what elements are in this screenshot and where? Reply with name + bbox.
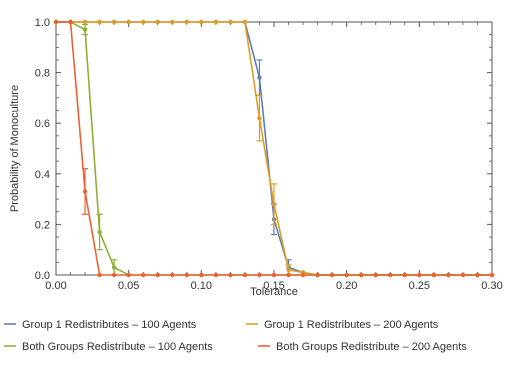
series-2 <box>53 19 495 278</box>
y-axis-ticks: 0.0 0.2 0.4 0.6 0.8 1.0 <box>35 17 492 282</box>
data-point <box>373 272 378 278</box>
legend-item: Group 1 Redistributes – 200 Agents <box>246 319 439 331</box>
data-point <box>300 272 306 278</box>
x-tick-label: 0.30 <box>481 280 502 292</box>
data-point <box>111 272 117 278</box>
x-tick-label: 0.10 <box>191 280 212 292</box>
data-point <box>242 19 248 25</box>
data-point <box>344 272 349 278</box>
data-point <box>489 272 495 278</box>
data-point <box>271 201 277 207</box>
y-tick-label: 0.2 <box>35 219 50 231</box>
plot-frame <box>55 21 493 276</box>
plot-area: 0.00 0.05 0.10 0.15 0.20 0.25 0.30 0.00.20.40.… <box>35 17 503 292</box>
data-point <box>431 272 437 278</box>
legend-item: Group 1 Redistributes – 100 Agents <box>4 319 197 331</box>
series-line <box>56 21 492 276</box>
data-point <box>126 272 131 278</box>
y-tick-label: 0.6 <box>35 118 50 130</box>
data-point <box>329 272 335 278</box>
data-point <box>446 272 451 278</box>
data-point <box>388 272 393 278</box>
data-point <box>170 272 175 278</box>
legend-label: Both Groups Redistribute – 200 Agents <box>276 341 467 353</box>
data-point <box>257 115 262 121</box>
legend-item: Both Groups Redistribute – 200 Agents <box>258 341 467 353</box>
data-point <box>97 229 102 235</box>
data-point <box>417 272 422 278</box>
y-tick-label: 0.8 <box>35 68 50 80</box>
data-point <box>126 19 131 25</box>
series-layer <box>53 19 495 278</box>
y-axis-title: Probability of Monoculture <box>9 85 21 212</box>
series-line <box>56 21 492 276</box>
x-tick-label: 0.20 <box>336 280 357 292</box>
data-point <box>228 272 233 278</box>
data-point <box>184 272 189 278</box>
data-point <box>257 272 262 278</box>
data-point <box>170 19 175 25</box>
legend-label: Both Groups Redistribute – 100 Agents <box>22 341 213 353</box>
data-point <box>199 19 204 25</box>
data-point <box>228 19 233 25</box>
data-point <box>286 272 291 278</box>
x-axis-ticks: 0.00 0.05 0.10 0.15 0.20 0.25 0.30 <box>45 22 503 292</box>
data-point <box>475 272 480 278</box>
data-point <box>155 19 160 25</box>
data-point <box>257 75 262 80</box>
x-tick-label: 0.25 <box>409 280 430 292</box>
data-point <box>213 19 219 25</box>
y-tick-label: 1.0 <box>35 17 50 29</box>
y-tick-label: 0.4 <box>35 169 50 181</box>
data-point <box>402 272 407 278</box>
data-point <box>97 272 102 278</box>
legend-label: Group 1 Redistributes – 200 Agents <box>264 319 439 331</box>
series-1 <box>53 19 495 278</box>
data-point <box>97 19 102 25</box>
data-point <box>184 19 189 25</box>
data-point <box>141 272 146 278</box>
x-tick-label: 0.00 <box>45 280 66 292</box>
data-point <box>315 272 320 278</box>
x-axis-title: Tolerance <box>250 286 298 298</box>
series-line <box>56 21 492 276</box>
legend-item: Both Groups Redistribute – 100 Agents <box>4 341 213 353</box>
data-point <box>460 272 466 278</box>
data-point <box>68 19 73 25</box>
y-tick-label: 0.0 <box>35 270 50 282</box>
data-point <box>141 19 146 25</box>
data-point <box>155 272 160 278</box>
data-point <box>213 272 219 278</box>
data-point <box>359 272 364 278</box>
data-point <box>82 189 88 194</box>
data-point <box>271 272 277 278</box>
legend: Group 1 Redistributes – 100 Agents Group … <box>4 319 467 353</box>
data-point <box>286 267 291 273</box>
x-tick-label: 0.15 <box>263 280 284 292</box>
data-point <box>199 272 204 278</box>
x-tick-label: 0.05 <box>118 280 139 292</box>
legend-label: Group 1 Redistributes – 100 Agents <box>22 319 197 331</box>
data-point <box>242 272 248 278</box>
series-line <box>56 21 492 276</box>
data-point <box>82 27 88 32</box>
data-point <box>111 19 117 25</box>
data-point <box>53 19 59 25</box>
data-point <box>82 19 88 25</box>
series-4 <box>53 19 495 278</box>
series-3 <box>53 19 495 278</box>
data-point <box>111 265 117 270</box>
